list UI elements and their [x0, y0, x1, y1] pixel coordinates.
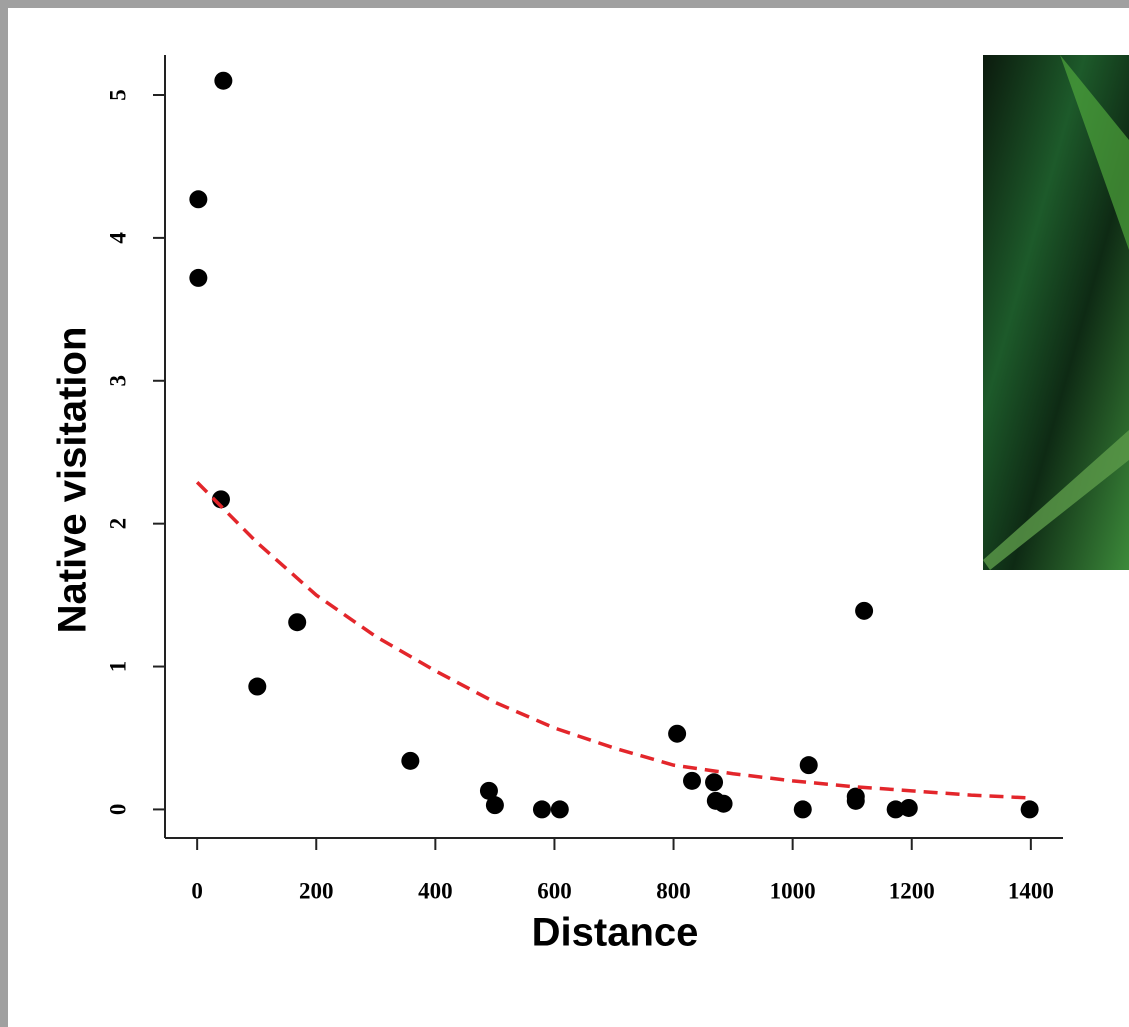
y-tick-label: 5 — [105, 89, 130, 101]
x-tick-label: 800 — [656, 878, 691, 903]
y-axis-title: Native visitation — [51, 327, 95, 634]
x-tick-label: 0 — [191, 878, 203, 903]
point — [485, 796, 504, 815]
point — [214, 71, 233, 90]
x-tick-label: 1000 — [770, 878, 816, 903]
point — [1020, 800, 1039, 819]
point — [288, 613, 307, 632]
point — [668, 724, 687, 743]
point — [550, 800, 569, 819]
point — [705, 773, 724, 792]
point — [532, 800, 551, 819]
y-tick-label: 0 — [105, 804, 130, 816]
y-tick-label: 3 — [105, 375, 130, 387]
point — [793, 800, 812, 819]
point — [248, 677, 267, 696]
x-tick-label: 200 — [299, 878, 334, 903]
fit-line — [195, 480, 1031, 800]
point — [401, 751, 420, 770]
point — [683, 771, 702, 790]
point — [886, 800, 905, 819]
point — [189, 190, 208, 209]
photo-stem — [983, 430, 1129, 570]
x-tick-label: 1400 — [1008, 878, 1054, 903]
x-axis-title: Distance — [532, 911, 699, 955]
point — [799, 756, 818, 775]
point — [899, 798, 918, 817]
point — [855, 601, 874, 620]
point — [479, 781, 498, 800]
y-tick-label: 1 — [105, 661, 130, 673]
x-tick-label: 400 — [418, 878, 453, 903]
point — [189, 268, 208, 287]
x-tick-label: 600 — [537, 878, 572, 903]
point — [846, 791, 865, 810]
y-tick-label: 2 — [105, 518, 130, 530]
panel — [8, 8, 1129, 1027]
x-tick-label: 1200 — [889, 878, 935, 903]
photo-leaf — [1060, 55, 1129, 250]
point — [714, 794, 733, 813]
y-tick-label: 4 — [105, 232, 130, 244]
